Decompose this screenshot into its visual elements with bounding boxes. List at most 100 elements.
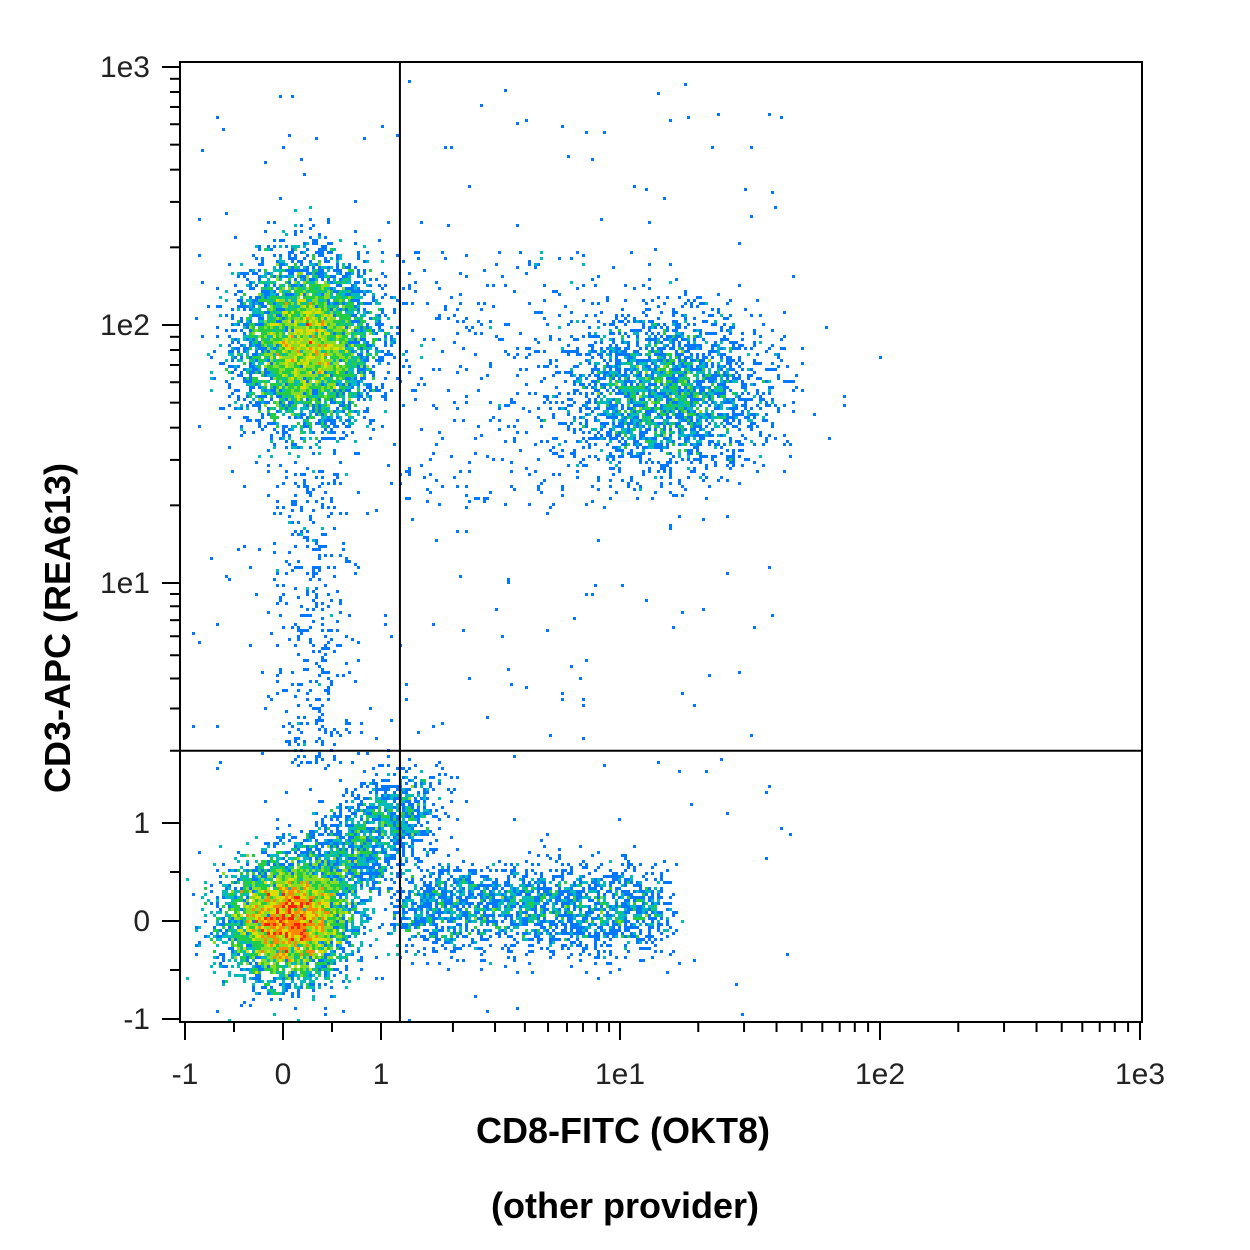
event-dot [426,791,429,794]
event-dot [609,467,612,470]
event-dot [252,338,255,341]
event-dot [294,737,297,740]
event-dot [672,389,675,392]
event-dot [552,374,555,377]
event-dot [294,482,297,485]
event-dot [315,290,318,293]
event-dot [279,254,282,257]
event-dot [678,332,681,335]
event-dot [327,689,330,692]
event-dot [336,425,339,428]
event-dot [603,410,606,413]
event-dot [300,302,303,305]
event-dot [303,341,306,344]
event-dot [555,386,558,389]
event-dot [309,446,312,449]
event-dot [600,371,603,374]
event-dot [615,347,618,350]
event-dot [582,263,585,266]
event-dot [345,341,348,344]
event-dot [552,395,555,398]
event-dot [588,398,591,401]
event-dot [321,416,324,419]
event-dot [486,716,489,719]
event-dot [738,482,741,485]
event-dot [684,338,687,341]
event-dot [693,389,696,392]
event-dot [321,356,324,359]
event-dot [303,296,306,299]
event-dot [327,323,330,326]
event-dot [720,413,723,416]
event-dot [672,329,675,332]
event-dot [678,335,681,338]
event-dot [546,323,549,326]
event-dot [414,290,417,293]
event-dot [675,404,678,407]
event-dot [375,737,378,740]
event-dot [738,242,741,245]
event-dot [669,383,672,386]
event-dot [657,350,660,353]
event-dot [342,293,345,296]
event-dot [651,332,654,335]
event-dot [690,347,693,350]
event-dot [711,395,714,398]
event-dot [303,425,306,428]
event-dot [351,800,354,803]
event-dot [279,386,282,389]
event-dot [318,314,321,317]
event-dot [246,395,249,398]
event-dot [663,383,666,386]
event-dot [582,464,585,467]
event-dot [777,356,780,359]
event-dot [297,359,300,362]
event-dot [258,299,261,302]
event-dot [729,422,732,425]
event-dot [264,347,267,350]
event-dot [768,392,771,395]
event-dot [240,353,243,356]
event-dot [696,353,699,356]
event-dot [345,377,348,380]
event-dot [288,308,291,311]
event-dot [366,284,369,287]
event-dot [621,413,624,416]
event-dot [609,440,612,443]
event-dot [618,449,621,452]
event-dot [288,404,291,407]
event-dot [342,287,345,290]
event-dot [657,332,660,335]
event-dot [687,350,690,353]
event-dot [351,272,354,275]
event-dot [540,419,543,422]
event-dot [438,503,441,506]
event-dot [648,428,651,431]
event-dot [480,323,483,326]
event-dot [585,407,588,410]
event-dot [315,299,318,302]
event-dot [336,269,339,272]
event-dot [603,386,606,389]
event-dot [303,284,306,287]
event-dot [750,146,753,149]
event-dot [294,296,297,299]
event-dot [729,347,732,350]
event-dot [570,257,573,260]
event-dot [639,347,642,350]
event-dot [360,320,363,323]
event-dot [618,320,621,323]
event-dot [318,365,321,368]
event-dot [303,440,306,443]
event-dot [381,785,384,788]
event-dot [345,413,348,416]
event-dot [636,392,639,395]
event-dot [249,356,252,359]
event-dot [741,368,744,371]
event-dot [732,413,735,416]
event-dot [318,284,321,287]
event-dot [345,635,348,638]
event-dot [636,386,639,389]
event-dot [285,446,288,449]
event-dot [693,401,696,404]
